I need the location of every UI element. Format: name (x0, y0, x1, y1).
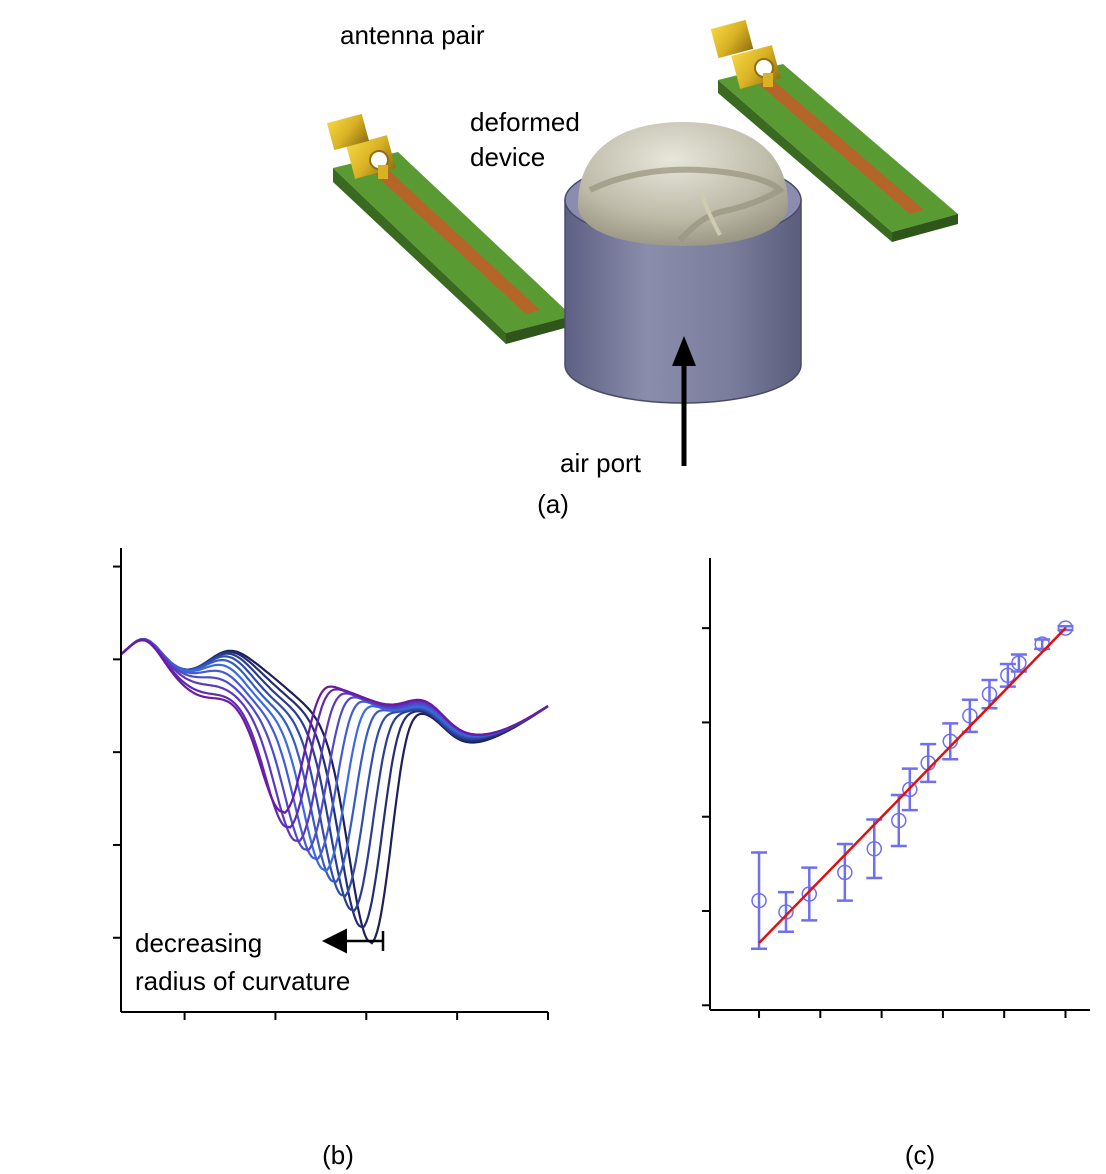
device-label: device (470, 142, 545, 172)
data-point (981, 686, 998, 702)
caption-a: (a) (537, 489, 569, 519)
arrowhead-icon (672, 336, 696, 366)
panel-b-annotation: decreasing radius of curvature (135, 928, 385, 996)
s21-series-line (120, 639, 549, 815)
data-point (837, 864, 853, 881)
panel-c-axes (702, 558, 1090, 1018)
dome-icon (578, 122, 788, 246)
s21-series-line (120, 638, 549, 884)
sma-connector-icon (710, 19, 781, 89)
data-point (1057, 620, 1074, 636)
panel-c-data (751, 620, 1074, 950)
fit-line (758, 627, 1067, 944)
data-point (962, 708, 978, 724)
device-illustration: antenna pair deformed device (326, 19, 958, 519)
antenna-board-icon (333, 152, 572, 344)
annotation-decreasing: decreasing (135, 928, 262, 958)
data-point (1000, 667, 1016, 684)
sma-connector-icon (326, 113, 396, 179)
antenna-board-icon (718, 64, 958, 242)
data-point (751, 892, 767, 909)
data-point (902, 781, 918, 798)
data-point (891, 812, 907, 829)
deformed-label: deformed (470, 107, 580, 137)
caption-b: (b) (322, 1140, 354, 1170)
air-port-label: air port (560, 448, 642, 478)
caption-c: (c) (905, 1140, 935, 1170)
annotation-radius: radius of curvature (135, 966, 350, 996)
panel-b-chart: decreasing radius of curvature (b) (113, 548, 549, 1170)
s21-series-line (120, 638, 549, 862)
data-point (778, 904, 794, 920)
s21-curves (120, 638, 549, 945)
data-point (866, 841, 883, 857)
panel-c-chart: (c) (702, 558, 1090, 1170)
data-point (801, 886, 818, 902)
antenna-pair-label: antenna pair (340, 20, 485, 50)
panel-b-axes (113, 548, 549, 1020)
data-point (1011, 655, 1027, 671)
